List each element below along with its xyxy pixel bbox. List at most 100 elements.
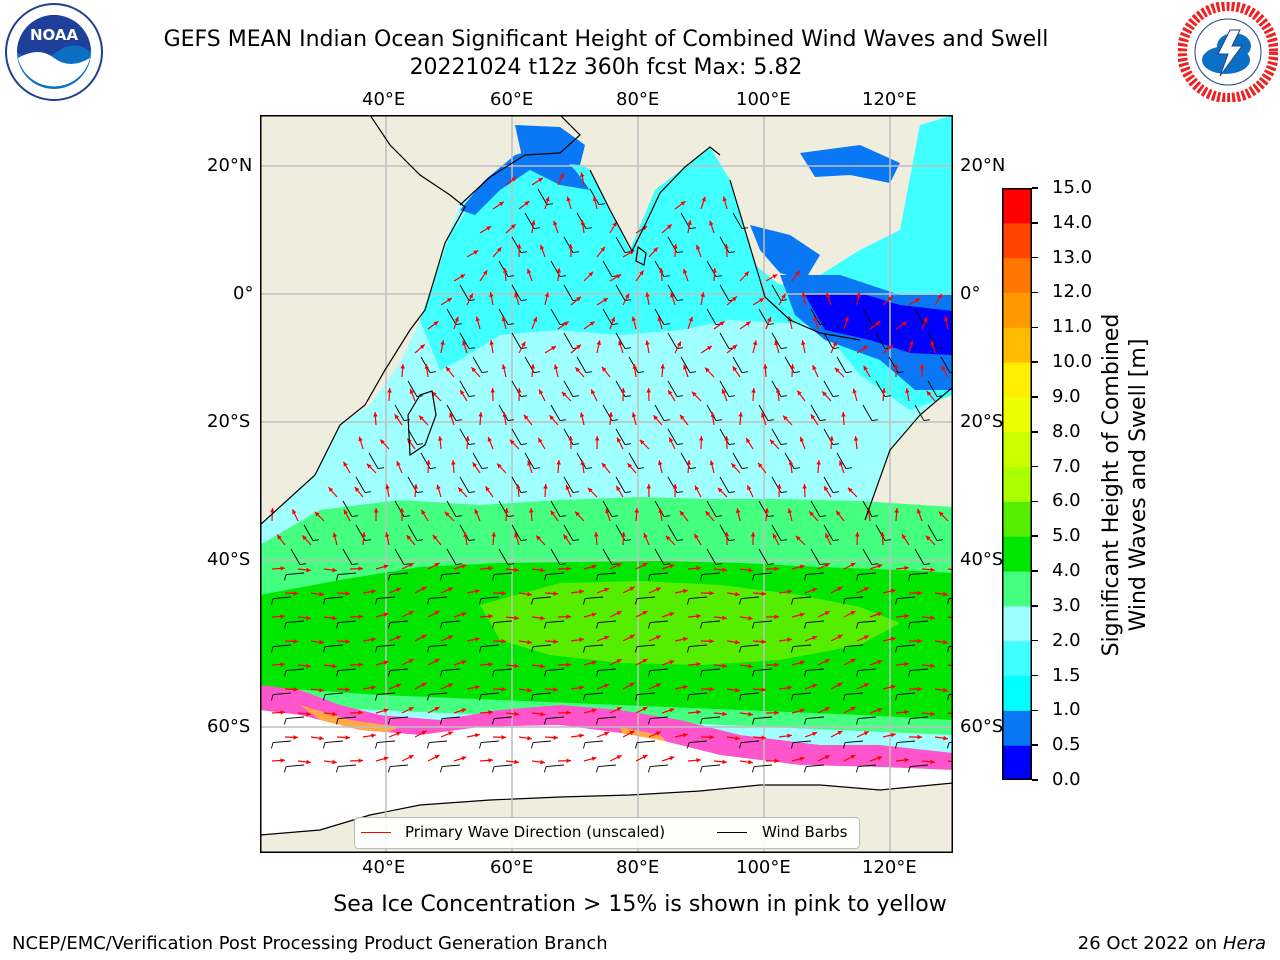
wind-barb	[563, 428, 574, 445]
colorbar-segment	[1002, 362, 1032, 398]
vector-field	[270, 172, 953, 773]
wave-direction-arrowhead	[787, 589, 792, 595]
wave-direction-arrowhead	[890, 636, 896, 642]
wind-barb-feather	[767, 419, 774, 422]
wave-direction-arrowhead	[345, 687, 350, 692]
colorbar-tick-mark	[1032, 639, 1038, 642]
footer-host: Hera	[1222, 933, 1266, 954]
wind-barb-feather	[585, 371, 592, 374]
wave-direction-arrowhead	[575, 367, 581, 373]
wave-direction-arrowhead	[930, 759, 935, 765]
wind-barb	[914, 404, 925, 421]
wind-barb	[273, 740, 292, 744]
wave-direction-arrowhead	[306, 711, 311, 717]
wind-barb	[459, 380, 470, 397]
wave-direction-arrowhead	[616, 707, 622, 712]
wave-direction-arrowhead	[408, 707, 414, 712]
legend-wave-label: Primary Wave Direction (unscaled)	[405, 823, 666, 841]
wave-direction-arrowhead	[775, 388, 781, 393]
wave-direction-arrowhead	[732, 344, 738, 350]
wave-direction-arrowhead	[437, 436, 443, 441]
wave-direction-arrowhead	[496, 247, 502, 253]
wave-direction-arrowhead	[764, 508, 770, 513]
wind-barb	[702, 620, 721, 624]
wind-barb	[862, 308, 873, 325]
wind-barb	[585, 740, 604, 744]
wave-direction-arrowhead	[343, 461, 348, 467]
colorbar-tick-mark	[1032, 500, 1038, 503]
wind-barb-feather	[803, 670, 807, 677]
wave-direction-arrowhead	[917, 686, 922, 692]
wave-direction-arrowhead	[676, 341, 681, 347]
lon-label-bottom: 100°E	[736, 857, 791, 878]
colorbar-tick-mark	[1032, 291, 1038, 294]
wind-barb-feather	[855, 670, 859, 677]
wave-direction-arrowhead	[735, 687, 740, 693]
wind-barb	[758, 308, 769, 325]
wave-direction-arrowhead	[850, 611, 856, 616]
footer-date: 26 Oct 2022 on Hera	[1077, 933, 1266, 954]
wave-direction-arrowhead	[565, 484, 570, 490]
wind-barb	[637, 692, 656, 696]
wave-direction-arrowhead	[421, 634, 427, 639]
wind-barb	[784, 452, 795, 469]
wind-barb-feather	[468, 491, 475, 494]
wind-barb	[667, 284, 678, 301]
wave-direction-arrowhead	[787, 685, 792, 691]
wave-direction-arrowhead	[566, 758, 571, 764]
wind-barb-feather	[946, 742, 950, 749]
wind-barb	[771, 380, 782, 397]
lon-label-bottom: 60°E	[490, 857, 534, 878]
wind-barb	[494, 716, 513, 720]
lat-label-left: 40°S	[207, 549, 251, 570]
wave-direction-arrowhead	[576, 344, 581, 350]
wind-barb-feather	[842, 646, 846, 653]
wind-barb	[390, 668, 409, 672]
wind-barb	[550, 548, 561, 565]
wave-direction-arrowhead	[409, 388, 414, 394]
wave-direction-arrowhead	[497, 463, 502, 469]
colorbar-tick-mark	[1032, 256, 1038, 259]
wave-direction-arrowhead	[366, 463, 372, 469]
wind-barb-feather	[595, 670, 599, 677]
wave-direction-arrowhead	[669, 437, 674, 443]
wind-barb	[472, 452, 483, 469]
wind-barb-feather	[699, 766, 703, 773]
wave-direction-arrowhead	[408, 659, 414, 664]
wind-barb-feather	[790, 646, 794, 653]
wind-barb	[442, 716, 461, 720]
wave-direction-arrowhead	[604, 683, 610, 688]
wind-barb-feather	[751, 718, 755, 725]
wind-barb-feather	[351, 515, 358, 518]
wave-direction-arrowhead	[543, 484, 548, 489]
wave-direction-arrowhead	[758, 462, 763, 468]
wind-barb-feather	[270, 694, 274, 701]
wind-barb	[732, 212, 743, 229]
colorbar-segment	[1002, 675, 1032, 711]
wind-barb	[897, 596, 916, 600]
wave-direction-arrowhead	[328, 487, 334, 492]
lon-label-top: 60°E	[490, 89, 534, 110]
wave-direction-arrowhead	[787, 508, 793, 514]
wave-direction-arrowhead	[608, 412, 614, 417]
colorbar-segment	[1002, 222, 1032, 259]
wave-direction-arrowhead	[657, 460, 663, 466]
wind-barb	[806, 572, 825, 576]
colorbar-segment	[1002, 605, 1032, 642]
wind-barb-feather	[780, 491, 787, 494]
wind-barb	[793, 692, 812, 696]
wave-direction-arrowhead	[591, 612, 597, 617]
wind-barb-feather	[598, 203, 605, 206]
wave-direction-arrowhead	[489, 340, 494, 345]
colorbar-tick-mark	[1032, 605, 1038, 607]
wave-direction-arrowhead	[655, 731, 661, 736]
wave-direction-arrowhead	[383, 564, 389, 569]
wave-direction-arrowhead	[668, 389, 673, 395]
wind-barb	[637, 740, 656, 744]
wave-direction-arrowhead	[686, 460, 692, 465]
wind-barb-feather	[520, 539, 527, 542]
wave-direction-arrowhead	[332, 759, 337, 765]
wind-barb	[481, 740, 500, 744]
wind-barb-feather	[767, 515, 774, 518]
wind-barb-feather	[582, 694, 586, 701]
